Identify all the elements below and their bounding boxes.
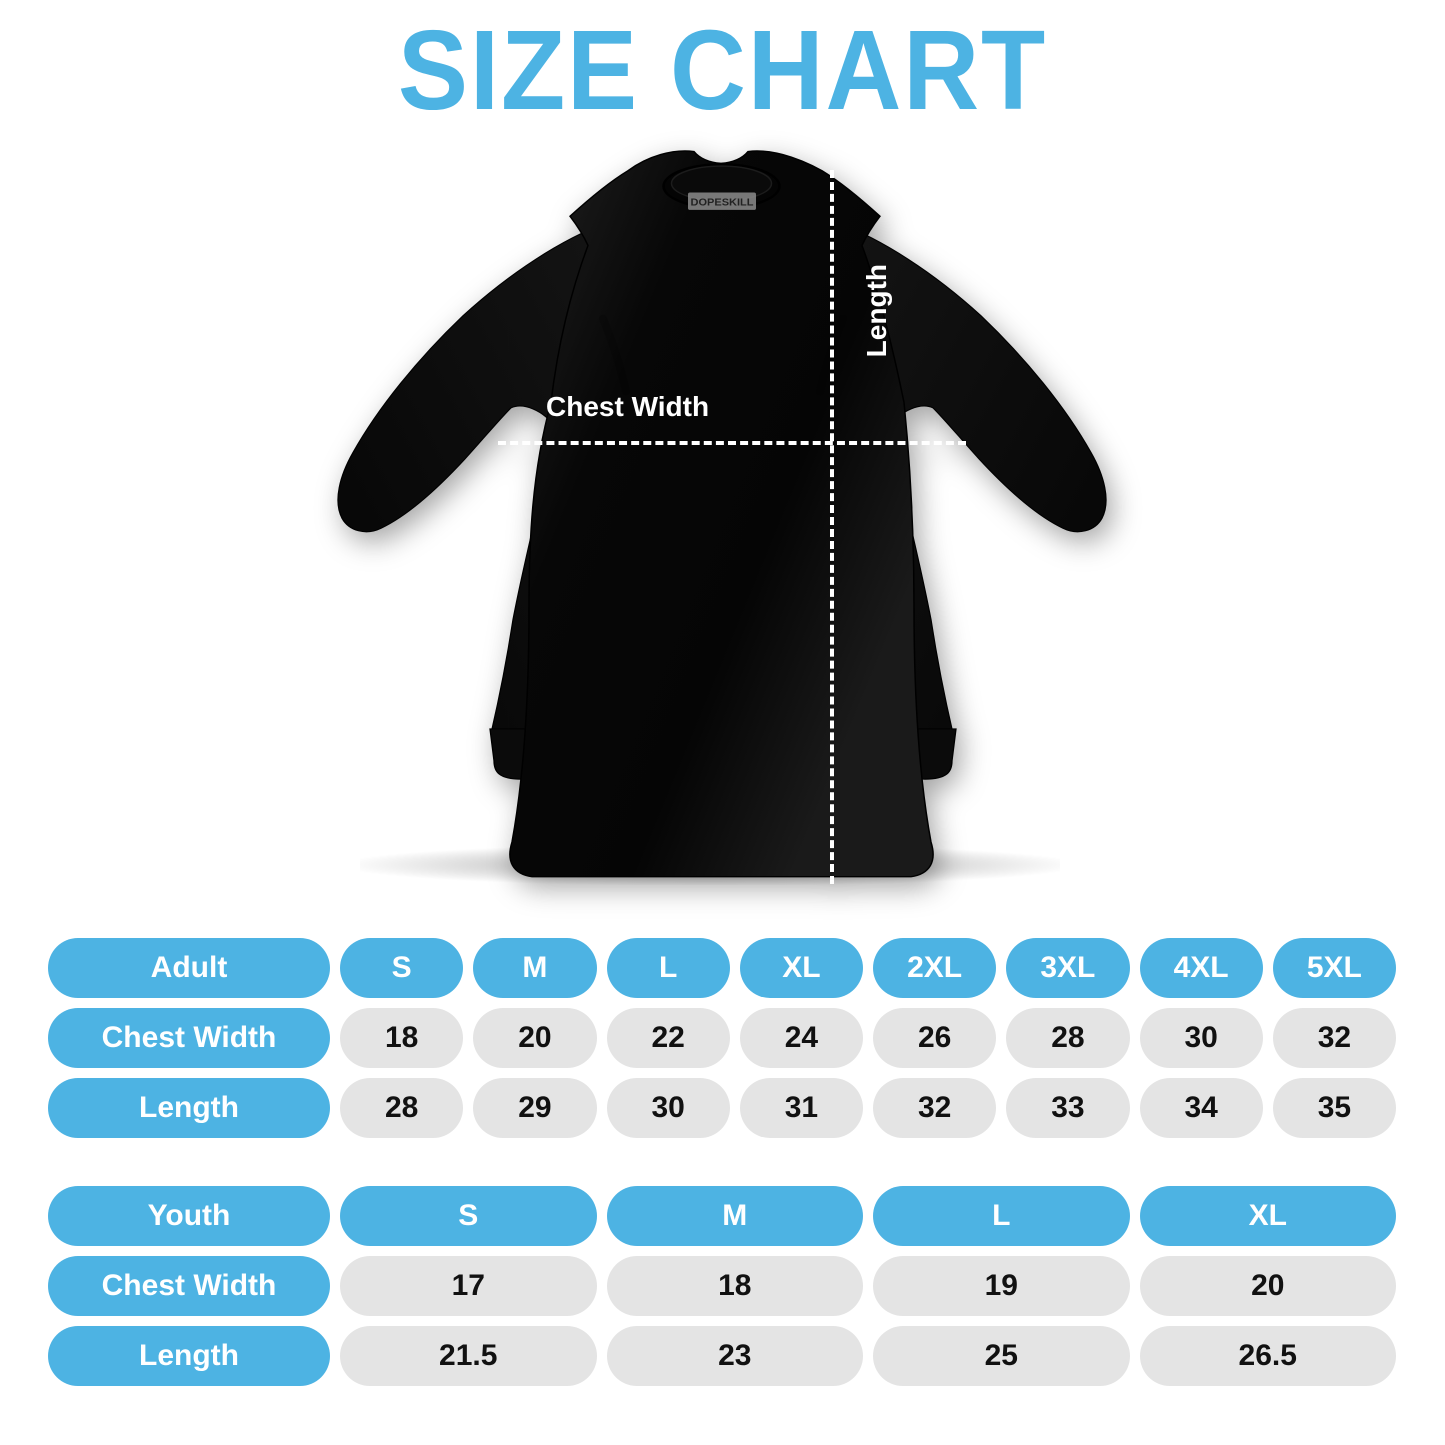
svg-text:DOPESKILL: DOPESKILL [691,197,754,208]
